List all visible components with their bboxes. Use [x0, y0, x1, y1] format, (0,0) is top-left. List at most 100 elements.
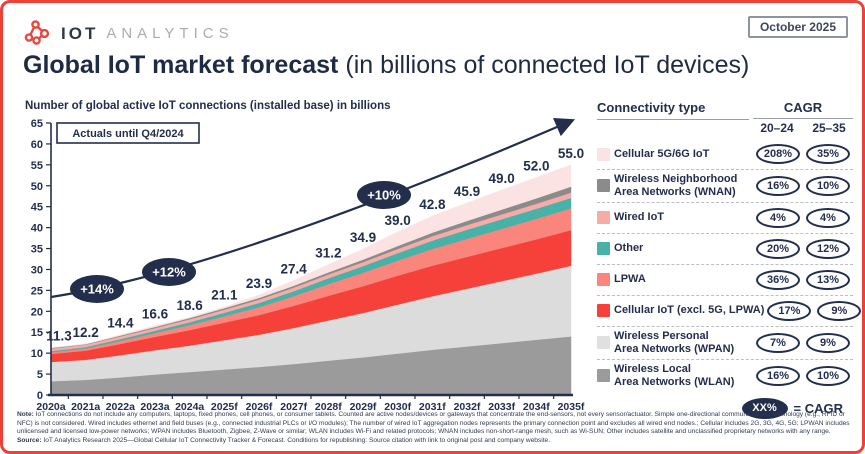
y-tick-label: 25	[31, 285, 43, 297]
data-label: 34.9	[350, 230, 376, 245]
legend-swatch	[597, 273, 610, 287]
x-tick-label: 2028f	[315, 401, 342, 413]
legend-swatch	[597, 147, 610, 161]
legend-key: XX% = CAGR	[597, 392, 853, 419]
y-tick-label: 45	[31, 202, 43, 214]
data-label: 18.6	[177, 298, 204, 313]
x-tick-label: 2031f	[419, 401, 446, 413]
cagr-key-badge: XX%	[741, 397, 788, 419]
cagr-period-20-24: 20–24	[760, 121, 794, 135]
date-badge: October 2025	[747, 16, 848, 38]
y-tick-label: 55	[31, 160, 43, 172]
growth-badge-label: +12%	[152, 265, 186, 280]
chart-subtitle: Number of global active IoT connections …	[25, 100, 391, 112]
x-tick-label: 2022a	[106, 401, 135, 413]
legend-item-label: LPWA	[614, 273, 646, 286]
growth-badge-label: +14%	[80, 282, 114, 297]
legend-item: Wireless Neighborhood Area Networks (WNAN…	[597, 169, 853, 202]
data-label: 16.6	[142, 307, 169, 322]
y-tick-label: 5	[37, 369, 43, 381]
cagr-value-badge: 16%	[756, 175, 800, 196]
y-tick-label: 60	[31, 139, 43, 151]
cagr-value-badge: 10%	[806, 175, 850, 196]
legend-cagr-periods: 20–24 25–35	[753, 121, 853, 135]
legend-item-label: Other	[614, 242, 644, 255]
cagr-value-badge: 9%	[806, 332, 850, 353]
y-tick-label: 35	[31, 244, 43, 256]
growth-badge	[70, 275, 124, 303]
source-text: Source: IoT Analytics Research 2025—Glob…	[17, 437, 551, 445]
legend-item-label: Cellular 5G/6G IoT	[614, 147, 710, 160]
cagr-value-badge: 4%	[806, 207, 850, 228]
growth-badge-label: +10%	[367, 188, 401, 203]
legend-items: Cellular 5G/6G IoT 208% 35% Wireless Neighb…	[597, 139, 862, 392]
x-tick-label: 2030f	[384, 401, 411, 413]
y-tick-label: 65	[31, 118, 43, 130]
footnotes: Note: IoT connections do not include any…	[17, 411, 850, 446]
legend-swatch	[597, 369, 610, 383]
y-tick-label: 30	[31, 264, 43, 276]
legend-item-label: Wireless Local Area Networks (WLAN)	[614, 362, 735, 388]
legend-item: Wireless Personal Area Networks (WPAN) 7% 9…	[597, 325, 853, 359]
cagr-value-badge: 20%	[756, 238, 800, 259]
cagr-value-badge: 7%	[756, 332, 800, 353]
data-label: 14.4	[107, 316, 134, 331]
cagr-value-badge: 9%	[817, 300, 862, 321]
cagr-value-badge: 17%	[767, 300, 812, 321]
header: IOT ANALYTICS October 2025	[23, 16, 848, 51]
legend-header-connectivity: Connectivity type	[597, 100, 749, 120]
y-tick-label: 40	[31, 223, 43, 235]
page-title-suffix: (in billions of connected IoT devices)	[345, 51, 750, 79]
legend-item-label: Wired IoT	[614, 211, 665, 224]
legend-swatch	[597, 304, 610, 318]
data-label: 31.2	[315, 245, 341, 260]
y-tick-label: 0	[37, 390, 43, 402]
legend-header-cagr-block: CAGR 20–24 25–35	[753, 100, 853, 135]
cagr-value-badge: 16%	[756, 365, 800, 386]
x-tick-label: 2026f	[246, 401, 273, 413]
brand-name-secondary: ANALYTICS	[106, 25, 234, 42]
cagr-value-badge: 208%	[756, 144, 800, 164]
cagr-value-badge: 4%	[756, 207, 800, 228]
data-label: 27.4	[281, 261, 308, 276]
legend-item-label: Cellular IoT (excl. 5G, LPWA)	[614, 304, 765, 317]
molecule-network-icon	[23, 16, 53, 51]
legend-item: Cellular 5G/6G IoT 208% 35%	[597, 139, 853, 169]
y-tick-label: 10	[31, 348, 43, 360]
data-label: 45.9	[454, 184, 480, 199]
data-label: 23.9	[246, 276, 272, 291]
legend-panel: Connectivity type CAGR 20–24 25–35 Cellu…	[597, 100, 862, 419]
data-label: 39.0	[385, 213, 411, 228]
legend-item: Wired IoT 4% 4%	[597, 201, 853, 233]
legend-item: LPWA 36% 13%	[597, 263, 853, 295]
note-text: Note: IoT connections do not include any…	[17, 410, 850, 436]
legend-item-label: Wireless Neighborhood Area Networks (WNAN…	[614, 173, 738, 198]
legend-header: Connectivity type CAGR 20–24 25–35	[597, 100, 853, 135]
page-title: Global IoT market forecast (in billions o…	[23, 51, 749, 80]
legend-item: Other 20% 12%	[597, 232, 853, 264]
data-label: 42.8	[419, 197, 446, 212]
forecast-stacked-area-chart: 0 5 10 15 20 25 30 35 40 45 50 55 60 65 2020a 2021a 2022…	[31, 117, 585, 413]
data-label: 21.1	[211, 288, 238, 303]
x-tick-label: 2024a	[175, 401, 204, 413]
cagr-value-badge: 13%	[806, 269, 850, 290]
actuals-label: Actuals until Q4/2024	[72, 128, 184, 140]
data-label: 11.3	[46, 329, 72, 344]
x-tick-label: 2020a	[36, 401, 65, 413]
cagr-value-badge: 12%	[806, 238, 850, 259]
legend-item: Wireless Local Area Networks (WLAN) 16% 10%	[597, 358, 853, 392]
legend-swatch	[597, 179, 610, 193]
x-tick-label: 2021a	[71, 401, 100, 413]
legend-swatch	[597, 336, 610, 350]
cagr-value-badge: 10%	[806, 365, 850, 386]
growth-badge	[142, 258, 196, 286]
legend-item: Cellular IoT (excl. 5G, LPWA) 17% 9%	[597, 294, 862, 326]
x-tick-label: 2023a	[140, 401, 169, 413]
brand-logo: IOT ANALYTICS	[23, 16, 234, 51]
page-title-main: Global IoT market forecast	[23, 51, 339, 79]
data-label: 12.2	[73, 325, 99, 340]
growth-badge	[357, 181, 411, 209]
area-cellular-5g6g	[50, 164, 572, 349]
y-tick-label: 20	[31, 306, 43, 318]
